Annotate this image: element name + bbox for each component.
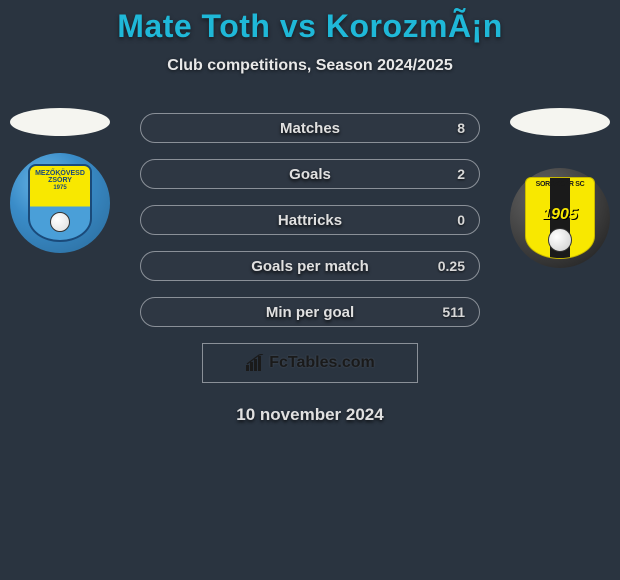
date-text: 10 november 2024 xyxy=(0,405,620,425)
football-icon xyxy=(50,212,70,232)
stat-right-value: 2 xyxy=(435,166,465,182)
stat-right-value: 0.25 xyxy=(435,258,465,274)
stat-row: Goals per match 0.25 xyxy=(140,251,480,281)
stat-label: Hattricks xyxy=(278,212,342,229)
team-left-shield: MEZŐKÖVESD ZSÓRY 1975 xyxy=(28,164,92,242)
stat-label: Matches xyxy=(280,120,340,137)
stat-row: Goals 2 xyxy=(140,159,480,189)
ellipse-right xyxy=(510,108,610,136)
chart-icon xyxy=(245,354,265,372)
stat-row: Min per goal 511 xyxy=(140,297,480,327)
team-right-badge: SOROKSÁR SC 1905 xyxy=(510,168,610,268)
page-container: Mate Toth vs KorozmÃ¡n Club competitions… xyxy=(0,0,620,580)
stat-right-value: 0 xyxy=(435,212,465,228)
team-right-name: SOROKSÁR SC xyxy=(526,181,594,188)
branding-text: FcTables.com xyxy=(269,354,375,372)
page-title: Mate Toth vs KorozmÃ¡n xyxy=(0,8,620,45)
team-right-year: 1905 xyxy=(526,206,594,224)
page-subtitle: Club competitions, Season 2024/2025 xyxy=(0,57,620,75)
stats-area: MEZŐKÖVESD ZSÓRY 1975 SOROKSÁR SC 1905 M… xyxy=(0,113,620,425)
stat-label: Goals per match xyxy=(251,258,369,275)
team-left-name: MEZŐKÖVESD ZSÓRY 1975 xyxy=(30,170,90,191)
stat-right-value: 511 xyxy=(435,304,465,320)
ellipse-left xyxy=(10,108,110,136)
stat-right-value: 8 xyxy=(435,120,465,136)
team-left-badge: MEZŐKÖVESD ZSÓRY 1975 xyxy=(10,153,110,253)
football-icon xyxy=(548,228,572,252)
branding-box[interactable]: FcTables.com xyxy=(202,343,418,383)
stat-label: Min per goal xyxy=(266,304,354,321)
stat-row: Matches 8 xyxy=(140,113,480,143)
team-right-shield: SOROKSÁR SC 1905 xyxy=(525,177,595,259)
stat-rows: Matches 8 Goals 2 Hattricks 0 Goals per … xyxy=(140,113,480,327)
stat-label: Goals xyxy=(289,166,331,183)
stat-row: Hattricks 0 xyxy=(140,205,480,235)
